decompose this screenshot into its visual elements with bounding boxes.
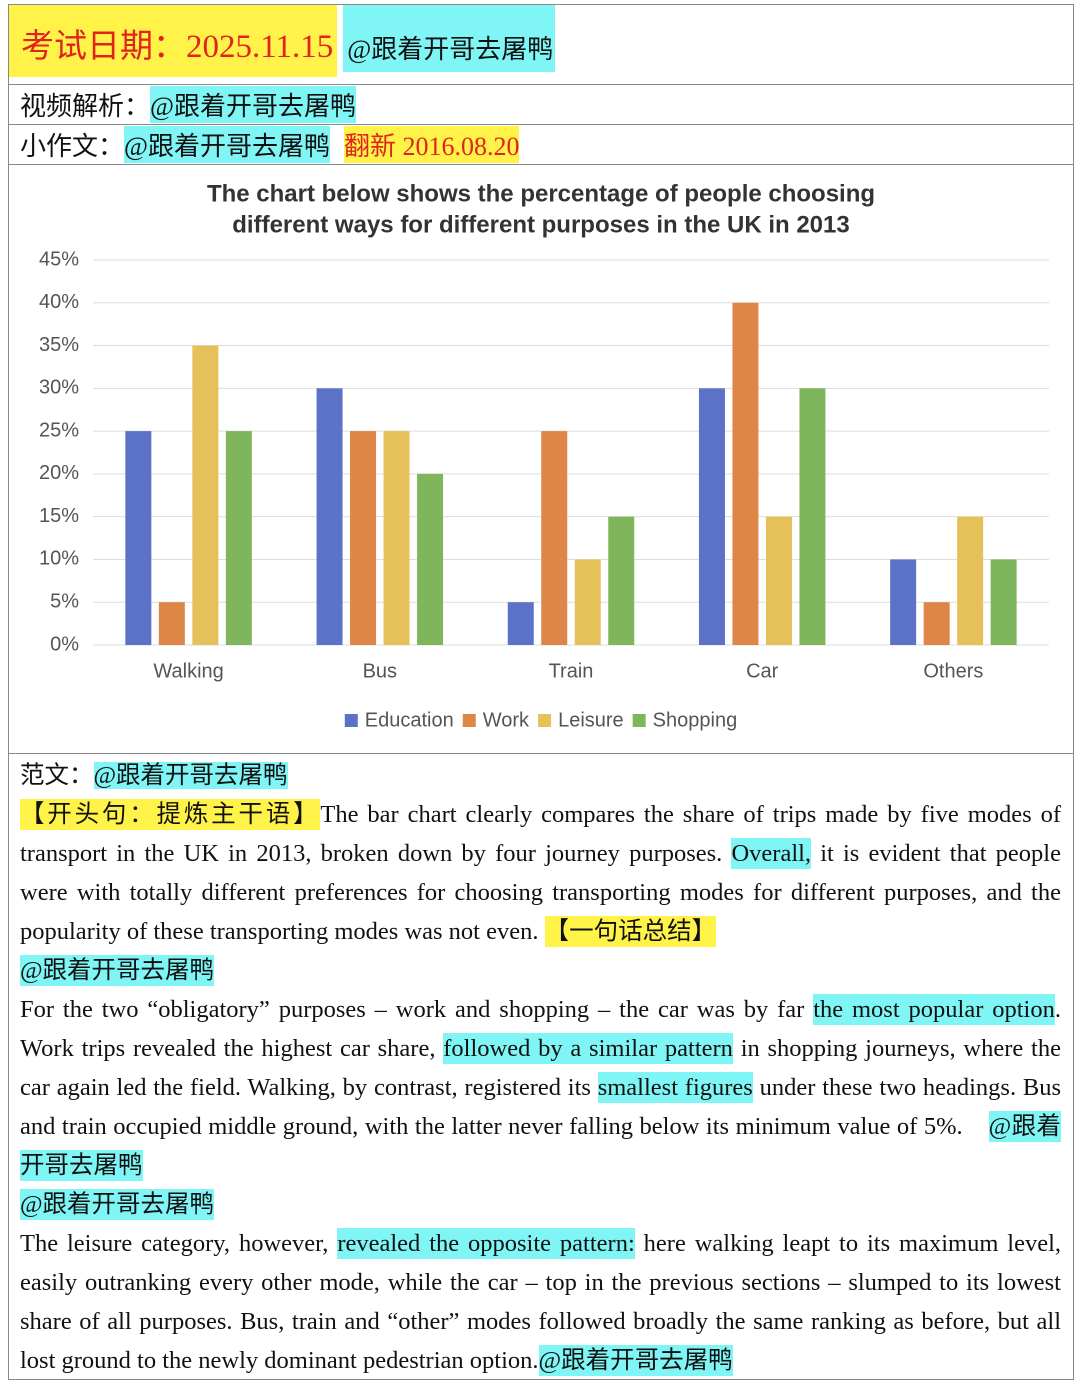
bar — [192, 345, 219, 645]
highlight: @跟着开哥去屠鸭 — [20, 955, 215, 986]
bar — [608, 516, 635, 645]
highlight: smallest figures — [597, 1072, 753, 1103]
bar — [890, 559, 917, 645]
legend-swatch — [344, 714, 358, 727]
video-row: 视频解析： @跟着开哥去屠鸭 — [9, 85, 1073, 125]
y-tick-label: 45% — [39, 248, 79, 270]
legend-label: Education — [365, 709, 454, 731]
highlight: 【一句话总结】 — [544, 916, 717, 947]
y-tick-label: 15% — [39, 505, 79, 527]
y-tick-label: 10% — [39, 548, 79, 570]
legend-label: Work — [483, 709, 530, 731]
highlight: revealed the opposite pattern: — [337, 1228, 635, 1259]
renewed-date: 翻新 2016.08.20 — [343, 126, 520, 163]
highlight: @跟着开哥去屠鸭 — [538, 1345, 733, 1376]
text: For the two “obligatory” purposes – work… — [20, 996, 814, 1023]
label: 小作文： — [20, 132, 125, 161]
text: . Work trips revealed the highest car sh… — [20, 996, 1067, 1062]
x-tick-label: Car — [746, 660, 779, 682]
essay-row: 小作文： @跟着开哥去屠鸭 翻新 2016.08.20 — [9, 125, 1073, 165]
label: 范文： — [20, 762, 94, 789]
bar — [957, 516, 984, 645]
text: it is evident that people were with tota… — [20, 840, 1068, 945]
bar — [990, 559, 1017, 645]
y-tick-label: 40% — [39, 291, 79, 313]
bar — [316, 388, 343, 645]
highlight: the most popular option — [813, 994, 1055, 1025]
bar — [507, 602, 534, 645]
y-tick-label: 20% — [39, 462, 79, 484]
exam-date: 考试日期：2025.11.15 — [9, 5, 338, 77]
paragraph: 【开头句：提炼主干语】The bar chart clearly compare… — [20, 795, 1061, 951]
y-tick-label: 5% — [50, 591, 79, 613]
handle: @跟着开哥去屠鸭 — [343, 5, 556, 72]
document: 考试日期：2025.11.15 @跟着开哥去屠鸭 视频解析： @跟着开哥去屠鸭 … — [8, 4, 1074, 1380]
legend: Education Work Leisure Shopping — [344, 709, 738, 731]
highlight: followed by a similar pattern — [443, 1033, 733, 1064]
bar — [125, 431, 152, 645]
bar — [732, 302, 759, 645]
bar — [417, 473, 444, 645]
y-tick-label: 0% — [50, 633, 79, 655]
bar — [923, 602, 950, 645]
y-tick-label: 35% — [39, 334, 79, 356]
x-tick-label: Walking — [153, 660, 223, 682]
chart: The chart below shows the percentage of … — [9, 180, 1073, 754]
x-tick-label: Others — [923, 660, 983, 682]
highlight: Overall, — [731, 838, 812, 869]
text: The leisure category, however, — [20, 1230, 338, 1257]
chart-title: different ways for different purposes in… — [232, 211, 849, 238]
bar — [698, 388, 725, 645]
bar — [225, 431, 252, 645]
exam-row: 考试日期：2025.11.15 @跟着开哥去屠鸭 — [9, 5, 1073, 85]
x-tick-label: Bus — [363, 660, 397, 682]
x-tick-label: Train — [549, 660, 594, 682]
bar — [799, 388, 826, 645]
highlight: @跟着开哥去屠鸭 — [20, 1189, 215, 1220]
paragraph: @跟着开哥去屠鸭 — [20, 1185, 1061, 1224]
legend-label: Leisure — [558, 709, 624, 731]
essay-heading: 范文：@跟着开哥去屠鸭 — [20, 756, 1061, 795]
handle: @跟着开哥去屠鸭 — [150, 86, 356, 123]
label: 视频解析： — [20, 92, 151, 121]
chart-title: The chart below shows the percentage of … — [207, 180, 875, 207]
bar — [383, 431, 410, 645]
legend-swatch — [632, 714, 646, 727]
legend-swatch — [462, 714, 476, 727]
legend-swatch — [538, 714, 552, 727]
y-tick-label: 25% — [39, 419, 79, 441]
handle: @跟着开哥去屠鸭 — [93, 762, 288, 789]
bar — [350, 431, 377, 645]
text: here walking leapt to its maximum level,… — [20, 1230, 1068, 1374]
bar — [765, 516, 792, 645]
paragraph: For the two “obligatory” purposes – work… — [20, 990, 1062, 1185]
bar — [574, 559, 601, 645]
bar — [158, 602, 185, 645]
bar — [541, 431, 568, 645]
text: under these two headings. Bus and train … — [20, 1074, 1068, 1140]
handle: @跟着开哥去屠鸭 — [124, 126, 330, 163]
highlight: 【开头句：提炼主干语】 — [20, 799, 321, 830]
legend-label: Shopping — [653, 709, 738, 731]
paragraph: @跟着开哥去屠鸭 — [20, 951, 1061, 990]
essay: 范文：@跟着开哥去屠鸭 【开头句：提炼主干语】The bar chart cle… — [9, 754, 1073, 1380]
paragraph: The leisure category, however, revealed … — [20, 1224, 1061, 1380]
text: The bar chart clearly compares the share… — [20, 801, 1068, 867]
text: in shopping journeys, where the car agai… — [20, 1035, 1068, 1101]
y-tick-label: 30% — [39, 377, 79, 399]
